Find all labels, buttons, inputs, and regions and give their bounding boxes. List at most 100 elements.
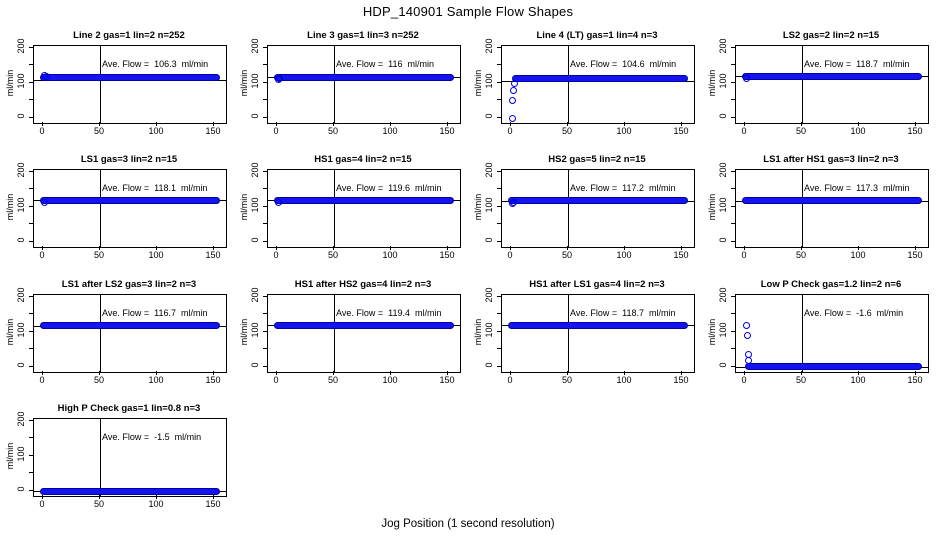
x-tick-label: 150 [673, 250, 689, 260]
y-tick-label: 0 [718, 362, 728, 368]
y-tick-mark [731, 223, 735, 225]
vertical-reference-line [99, 46, 101, 123]
y-tick-mark [497, 188, 501, 190]
y-axis-label: ml/min [473, 318, 483, 345]
x-tick-label: 0 [741, 375, 747, 385]
y-tick-mark [29, 99, 33, 101]
y-tick-mark [497, 295, 501, 297]
y-tick-mark [731, 365, 735, 367]
x-tick-mark [275, 371, 277, 375]
x-tick-mark [446, 371, 448, 375]
data-point [508, 115, 516, 123]
y-tick-mark [29, 437, 33, 439]
average-flow-annotation: Ave. Flow = 118.7 ml/min [570, 308, 676, 318]
y-tick-mark [29, 295, 33, 297]
x-tick-label: 0 [741, 126, 747, 136]
x-tick-label: 100 [148, 499, 164, 509]
x-tick-mark [155, 122, 157, 126]
average-flow-annotation: Ave. Flow = 106.3 ml/min [102, 59, 209, 69]
y-tick-label: 100 [250, 322, 260, 338]
y-tick-label: 100 [250, 73, 260, 89]
y-tick-label: 0 [718, 237, 728, 243]
y-tick-mark [497, 81, 501, 83]
y-tick-label: 200 [718, 38, 728, 54]
y-tick-label: 100 [484, 322, 494, 338]
y-tick-label: 100 [16, 322, 26, 338]
y-tick-mark [29, 489, 33, 491]
average-flow-annotation: Ave. Flow = 119.4 ml/min [336, 308, 442, 318]
x-tick-label: 150 [907, 126, 923, 136]
y-tick-mark [29, 205, 33, 207]
y-tick-mark [731, 330, 735, 332]
x-tick-label: 100 [148, 250, 164, 260]
y-tick-mark [731, 295, 735, 297]
x-tick-label: 100 [382, 126, 398, 136]
x-tick-mark [800, 371, 802, 375]
y-tick-mark [497, 116, 501, 118]
subplot-title: LS1 gas=3 lin=2 n=15 [80, 154, 178, 165]
x-tick-label: 50 [93, 250, 104, 260]
vertical-reference-line [567, 170, 569, 247]
y-tick-label: 200 [250, 287, 260, 303]
x-tick-mark [212, 122, 214, 126]
y-tick-label: 0 [718, 113, 728, 119]
y-tick-mark [497, 240, 501, 242]
x-tick-label: 100 [850, 126, 866, 136]
x-tick-mark [509, 122, 511, 126]
y-tick-label: 0 [250, 237, 260, 243]
plot-area: Ave. Flow = 106.3 ml/min [33, 45, 227, 124]
y-tick-mark [263, 188, 267, 190]
plot-area: Ave. Flow = 104.6 ml/min [501, 45, 695, 124]
x-tick-mark [566, 246, 568, 250]
vertical-reference-line [801, 295, 803, 372]
y-tick-mark [497, 330, 501, 332]
x-tick-mark [98, 495, 100, 499]
x-tick-label: 100 [850, 375, 866, 385]
x-tick-mark [332, 371, 334, 375]
plot-area: Ave. Flow = 119.4 ml/min [267, 294, 461, 373]
y-axis-label: ml/min [707, 318, 717, 345]
y-axis-label: ml/min [5, 69, 15, 96]
data-point [509, 199, 517, 207]
y-tick-label: 100 [718, 322, 728, 338]
data-point-band [273, 321, 454, 329]
x-tick-mark [332, 122, 334, 126]
y-tick-label: 100 [718, 197, 728, 213]
x-tick-mark [41, 122, 43, 126]
subplot-11: HS1 after LS1 gas=4 lin=2 n=3 Ave. Flow =… [468, 271, 702, 396]
x-tick-label: 100 [148, 375, 164, 385]
x-tick-mark [743, 122, 745, 126]
y-tick-mark [29, 472, 33, 474]
vertical-reference-line [333, 295, 335, 372]
vertical-reference-line [99, 419, 101, 496]
x-tick-mark [275, 122, 277, 126]
x-tick-mark [155, 371, 157, 375]
subplot-8: LS1 after HS1 gas=3 lin=2 n=3 Ave. Flow =… [702, 146, 936, 271]
plot-area: Ave. Flow = 117.3 ml/min [735, 169, 929, 248]
subplot-7: HS2 gas=5 lin=2 n=15 Ave. Flow = 117.2 ml… [468, 146, 702, 271]
y-tick-mark [263, 365, 267, 367]
y-tick-mark [29, 348, 33, 350]
y-tick-label: 0 [16, 486, 26, 492]
x-tick-mark [857, 122, 859, 126]
plot-area: Ave. Flow = -1.6 ml/min [735, 294, 929, 373]
x-tick-mark [275, 246, 277, 250]
y-tick-label: 200 [16, 162, 26, 178]
vertical-reference-line [333, 46, 335, 123]
data-point-band [273, 196, 454, 204]
y-tick-label: 0 [16, 362, 26, 368]
y-tick-mark [263, 64, 267, 66]
x-tick-label: 100 [148, 126, 164, 136]
y-tick-label: 200 [250, 162, 260, 178]
subplot-13: High P Check gas=1 lin=0.8 n=3 Ave. Flow … [0, 395, 234, 520]
y-tick-label: 100 [484, 197, 494, 213]
y-tick-label: 200 [484, 287, 494, 303]
subplot-4: LS2 gas=2 lin=2 n=15 Ave. Flow = 118.7 ml… [702, 22, 936, 147]
x-tick-mark [41, 371, 43, 375]
x-tick-label: 150 [439, 250, 455, 260]
y-tick-label: 100 [16, 446, 26, 462]
y-tick-mark [731, 99, 735, 101]
subplot-title: Line 4 (LT) gas=1 lin=4 n=3 [536, 30, 658, 41]
y-axis-label: ml/min [5, 442, 15, 469]
x-tick-mark [914, 122, 916, 126]
